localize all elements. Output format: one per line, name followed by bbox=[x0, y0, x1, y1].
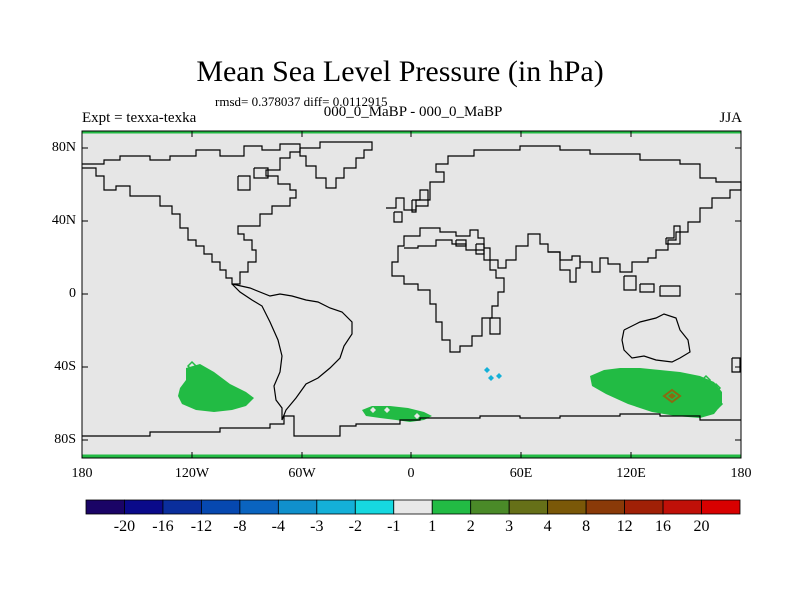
colorbar-label: 8 bbox=[582, 518, 591, 535]
coast-north-america bbox=[82, 143, 301, 285]
lon-label-120w: 120W bbox=[174, 466, 210, 481]
colorbar-swatch bbox=[201, 499, 241, 515]
colorbar-swatch bbox=[85, 499, 125, 515]
colorbar-label: 3 bbox=[505, 518, 514, 535]
anomaly-indian-ocean bbox=[590, 368, 722, 418]
experiment-label: Expt = texxa-texka bbox=[82, 110, 197, 126]
coastlines bbox=[82, 141, 742, 437]
anomaly-outline-diamonds bbox=[186, 360, 222, 386]
colorbar-swatch bbox=[316, 499, 356, 515]
colorbar-swatch bbox=[701, 499, 741, 515]
lat-label-0: 0 bbox=[69, 286, 76, 301]
lat-label-40s: 40S bbox=[54, 359, 76, 374]
colorbar-swatch bbox=[124, 499, 164, 515]
coast-india bbox=[548, 251, 581, 283]
coast-madagascar bbox=[489, 317, 501, 335]
negative-anomaly-specks bbox=[484, 367, 502, 381]
colorbar-swatch bbox=[585, 499, 625, 515]
lon-label-0: 0 bbox=[407, 466, 415, 481]
colorbar-label: -4 bbox=[271, 518, 285, 535]
coast-scandinavia bbox=[411, 189, 429, 213]
colorbar-swatch bbox=[277, 499, 318, 515]
lon-label-60e: 60E bbox=[509, 466, 533, 481]
season-label: JJA bbox=[719, 110, 742, 126]
anomaly-indian-outlines bbox=[700, 374, 724, 410]
colorbar-label: -16 bbox=[152, 518, 174, 535]
colorbar-swatch bbox=[470, 499, 510, 515]
lat-label-80s: 80S bbox=[54, 432, 76, 447]
anomaly-weddell-holes bbox=[370, 407, 420, 419]
colorbar-label: 12 bbox=[616, 518, 633, 535]
stats-text: rmsd= 0.378037 diff= 0.0112915 bbox=[215, 94, 388, 109]
coast-japan bbox=[665, 225, 681, 245]
colorbar-label: 2 bbox=[466, 518, 475, 535]
coast-australia bbox=[621, 313, 691, 363]
lon-label-60w: 60W bbox=[288, 466, 316, 481]
colorbar-swatch bbox=[354, 499, 395, 515]
anomaly-strong-center bbox=[662, 388, 682, 404]
coast-uk bbox=[393, 211, 403, 223]
colorbar-label: -3 bbox=[310, 518, 324, 535]
colorbar-label: 20 bbox=[693, 518, 710, 535]
colorbar-swatch bbox=[624, 499, 664, 515]
coast-antarctica bbox=[82, 413, 741, 437]
coast-south-america bbox=[231, 283, 353, 421]
anomaly-south-pacific bbox=[178, 364, 254, 412]
colorbar-label: 1 bbox=[428, 518, 437, 535]
colorbar-swatch bbox=[162, 499, 202, 515]
axis-ticks bbox=[82, 131, 741, 458]
colorbar-label: -20 bbox=[113, 518, 136, 535]
colorbar-label: -1 bbox=[387, 518, 401, 535]
coast-greenland bbox=[299, 141, 373, 189]
colorbar-swatch bbox=[508, 499, 549, 515]
positive-anomaly-regions bbox=[178, 360, 724, 422]
comparison-label: 000_0_MaBP - 000_0_MaBP bbox=[323, 104, 503, 120]
lat-label-80n: 80N bbox=[51, 140, 76, 155]
colorbar-swatch bbox=[547, 499, 587, 515]
colorbar-label: -8 bbox=[233, 518, 247, 535]
coast-new-zealand bbox=[731, 357, 741, 373]
lon-label-180w: 180 bbox=[71, 466, 93, 481]
lat-label-40n: 40N bbox=[51, 213, 76, 228]
colorbar-swatch bbox=[431, 499, 472, 515]
colorbar bbox=[85, 499, 741, 515]
colorbar-label: -12 bbox=[190, 518, 213, 535]
colorbar-swatch bbox=[662, 499, 702, 515]
coast-eurasia-africa bbox=[386, 145, 742, 353]
lon-label-180e: 180 bbox=[730, 466, 752, 481]
colorbar-swatch bbox=[239, 499, 279, 515]
colorbar-label: 4 bbox=[543, 518, 552, 535]
anomaly-weddell bbox=[362, 406, 432, 422]
colorbar-label: 16 bbox=[655, 518, 672, 535]
colorbar-swatch bbox=[393, 499, 433, 515]
colorbar-label: -2 bbox=[348, 518, 362, 535]
map-title: Mean Sea Level Pressure (in hPa) bbox=[196, 55, 604, 88]
lon-label-120e: 120E bbox=[616, 466, 646, 481]
